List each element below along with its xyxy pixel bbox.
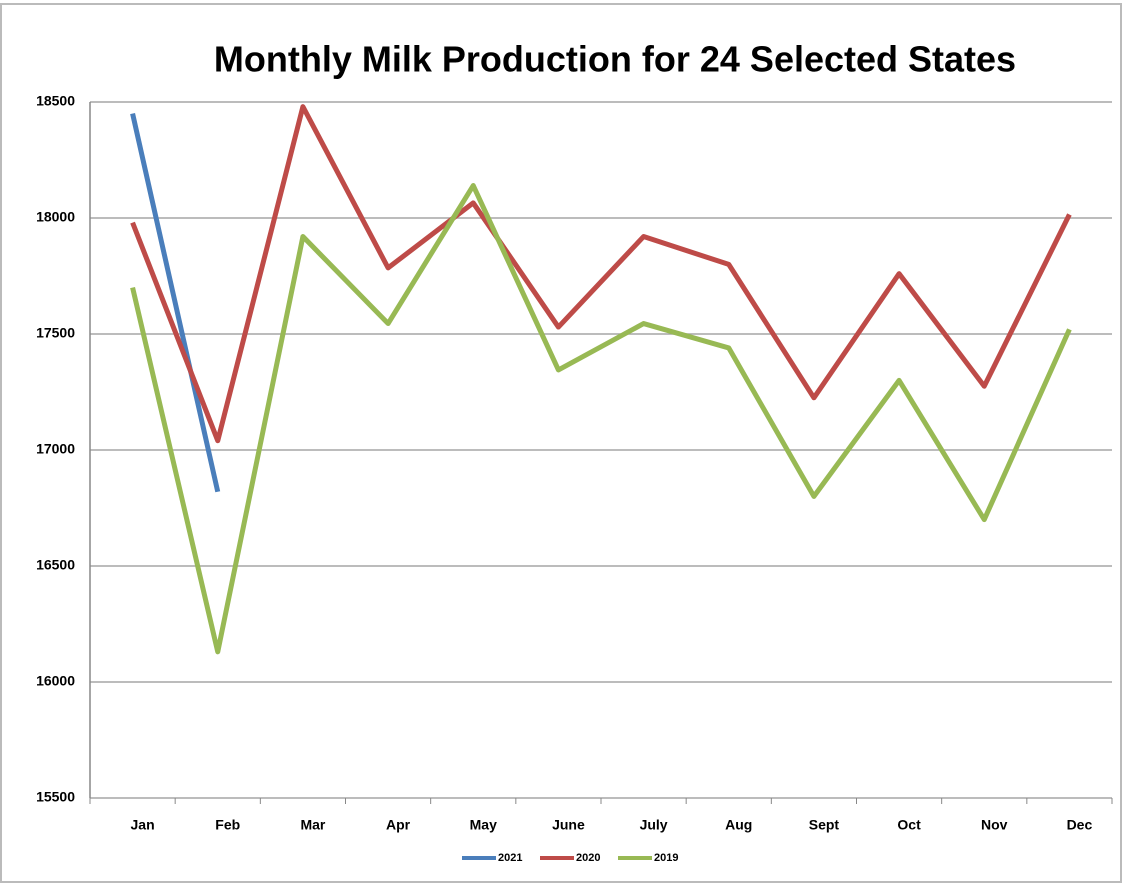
- x-tick-label: Sept: [809, 817, 840, 833]
- x-tick-label: Mar: [300, 817, 325, 833]
- legend-label: 2020: [576, 852, 600, 864]
- x-tick-label: Apr: [386, 817, 411, 833]
- y-tick-label: 17000: [36, 441, 75, 457]
- x-tick-label: July: [640, 817, 668, 833]
- chart-title: Monthly Milk Production for 24 Selected …: [214, 39, 1016, 80]
- x-tick-label: Nov: [981, 817, 1008, 833]
- series-line: [130, 183, 1072, 655]
- x-tick-label: Feb: [215, 817, 240, 833]
- x-tick-label: Jan: [131, 817, 155, 833]
- y-tick-label: 16000: [36, 673, 75, 689]
- x-tick-label: Oct: [897, 817, 921, 833]
- series-line: [130, 104, 1072, 444]
- y-tick-label: 15500: [36, 789, 75, 805]
- x-tick-label: Aug: [725, 817, 752, 833]
- y-tick-label: 17500: [36, 325, 75, 341]
- y-tick-label: 18000: [36, 209, 75, 225]
- x-tick-label: June: [552, 817, 585, 833]
- series-line: [130, 113, 221, 493]
- chart-frame: [0, 3, 1122, 883]
- y-tick-label: 16500: [36, 557, 75, 573]
- y-tick-label: 18500: [36, 93, 75, 109]
- x-tick-label: May: [470, 817, 497, 833]
- x-tick-label: Dec: [1067, 817, 1093, 833]
- legend-label: 2021: [498, 852, 522, 864]
- legend-label: 2019: [654, 852, 678, 864]
